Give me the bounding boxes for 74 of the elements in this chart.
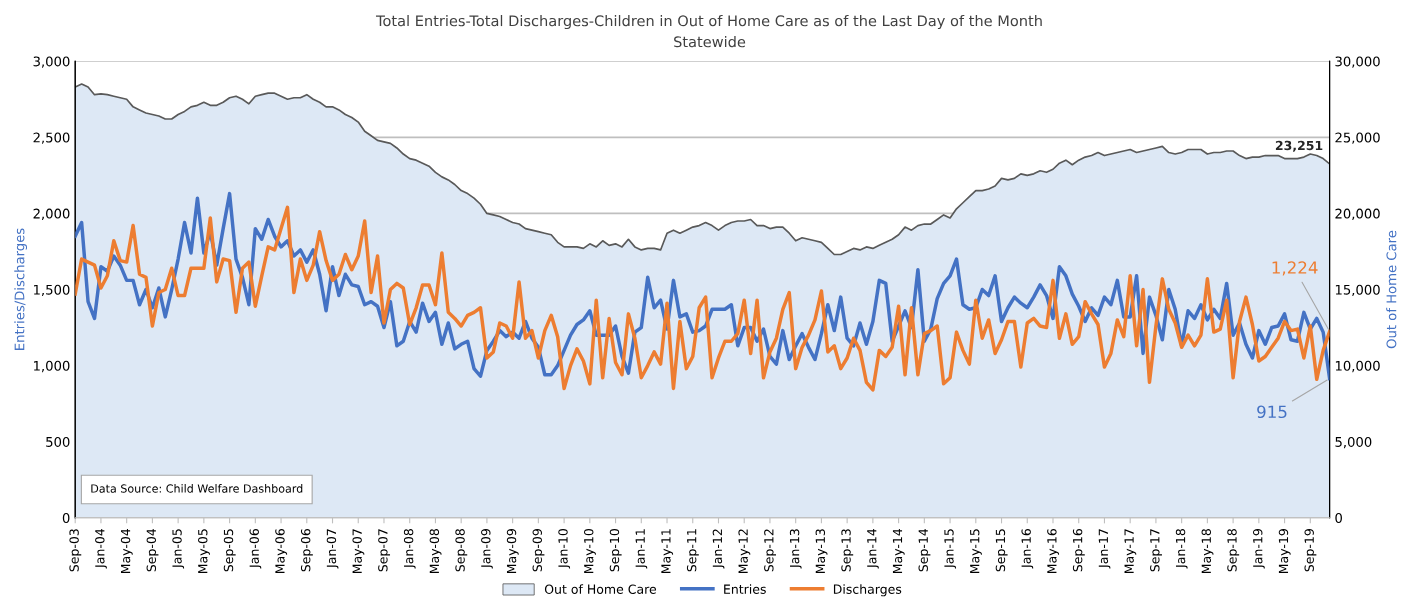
y-tick-label: 3,000 — [33, 56, 70, 68]
legend-label: Discharges — [833, 584, 902, 597]
y2-tick-label: 0 — [1335, 513, 1342, 523]
x-tick-label: May-12 — [738, 529, 751, 574]
x-tick-label: May-15 — [970, 529, 982, 574]
y2-tick-label: 25,000 — [1335, 132, 1380, 144]
x-tick-label: Jan-19 — [1253, 529, 1265, 569]
data-label: 1,224 — [1272, 261, 1318, 276]
x-tick-label: May-13 — [815, 529, 828, 574]
x-tick-label: May-09 — [506, 529, 519, 574]
x-tick-label: May-08 — [429, 529, 442, 574]
x-tick-label: Jan-06 — [249, 529, 262, 569]
x-tick-label: Sep-11 — [686, 529, 699, 572]
data-label: 23,251 — [1275, 140, 1323, 152]
y2-axis-title: Out of Home Care — [1386, 230, 1397, 349]
x-tick-label: Jan-05 — [172, 529, 185, 569]
x-tick-label: Jan-04 — [95, 528, 107, 569]
x-tick-label: Sep-12 — [764, 529, 776, 572]
x-tick-label: Sep-07 — [378, 529, 391, 572]
x-tick-label: Jan-16 — [1021, 529, 1034, 569]
x-tick-label: Sep-06 — [300, 529, 313, 572]
x-tick-label: May-17 — [1124, 529, 1137, 574]
x-tick-label: Sep-18 — [1227, 529, 1240, 572]
legend-label: Out of Home Care — [544, 584, 657, 594]
x-tick-label: Sep-13 — [841, 529, 854, 572]
y-tick-label: 0 — [62, 513, 70, 523]
x-tick-label: May-18 — [1201, 529, 1214, 574]
y-axis-title: Entries/Discharges — [14, 228, 28, 350]
y-tick-label: 500 — [46, 436, 70, 447]
y-tick-label: 2,000 — [33, 208, 70, 220]
x-tick-label: Sep-05 — [223, 529, 236, 572]
y-tick-label: 2,500 — [33, 132, 70, 144]
x-tick-label: Sep-10 — [609, 529, 622, 572]
x-tick-label: Jan-09 — [481, 529, 493, 569]
x-tick-label: Sep-16 — [1072, 529, 1085, 572]
x-tick-label: May-04 — [120, 528, 133, 574]
x-tick-label: Sep-14 — [918, 528, 931, 572]
x-tick-label: Jan-14 — [867, 528, 879, 569]
x-tick-label: May-14 — [892, 528, 905, 574]
x-tick-label: Sep-04 — [146, 528, 159, 572]
x-tick-label: Jan-15 — [944, 529, 957, 569]
x-tick-label: Jan-12 — [712, 529, 725, 569]
annotation: Data Source: Child Welfare Dashboard — [91, 484, 303, 493]
y2-tick-label: 30,000 — [1335, 56, 1380, 68]
x-tick-label: Jan-11 — [635, 529, 648, 569]
chart-title: Total Entries-Total Discharges-Children in Out of Home Care as of the Last Day of the Month — [375, 15, 1042, 30]
x-tick-label: Jan-17 — [1098, 529, 1111, 569]
y2-tick-label: 20,000 — [1335, 208, 1380, 220]
x-tick-label: May-10 — [584, 529, 596, 574]
x-tick-label: Sep-17 — [1150, 529, 1162, 572]
x-tick-label: Jan-08 — [403, 529, 416, 569]
y-tick-label: 1,000 — [34, 360, 70, 373]
x-tick-label: Sep-19 — [1304, 529, 1317, 572]
y2-tick-label: 5,000 — [1335, 436, 1372, 449]
x-tick-label: May-06 — [275, 529, 288, 574]
x-tick-label: May-19 — [1278, 529, 1291, 574]
x-tick-label: Sep-09 — [532, 529, 545, 572]
x-tick-label: May-16 — [1047, 529, 1060, 574]
x-tick-label: May-07 — [352, 529, 365, 574]
x-tick-label: Jan-07 — [326, 529, 339, 569]
chart-subtitle: Statewide — [674, 36, 746, 48]
legend-label: Entries — [724, 584, 766, 594]
y2-tick-label: 10,000 — [1335, 360, 1380, 373]
x-tick-label: Jan-10 — [558, 529, 571, 569]
x-tick-label: Jan-13 — [789, 529, 802, 569]
x-tick-label: Sep-08 — [455, 529, 468, 572]
x-tick-label: Jan-18 — [1175, 529, 1188, 569]
data-label: 915 — [1257, 405, 1287, 419]
x-tick-label: Sep-15 — [995, 529, 1008, 572]
x-tick-label: May-05 — [198, 529, 210, 574]
x-tick-label: May-11 — [661, 529, 674, 574]
y2-tick-label: 15,000 — [1335, 284, 1380, 297]
x-tick-label: Sep-03 — [69, 529, 82, 572]
y-tick-label: 1,500 — [34, 284, 70, 297]
